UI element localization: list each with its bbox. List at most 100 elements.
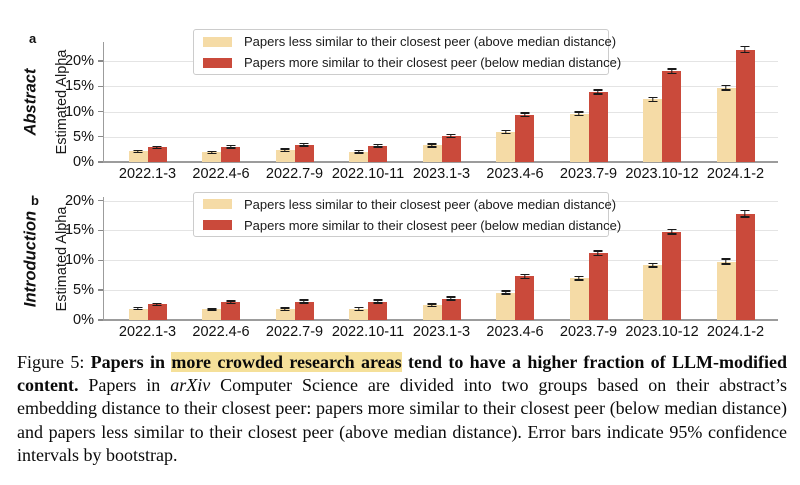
- bar-more-similar: [368, 301, 387, 320]
- bar-less-similar: [349, 151, 368, 162]
- y-tick-mark: [98, 136, 103, 138]
- chart-panel-abstract: a Abstract Estimated Alpha 0% 5% 10% 15% 20% 202…: [0, 8, 800, 185]
- panel-letter: b: [31, 193, 39, 208]
- caption-text-run: Papers in: [90, 352, 172, 372]
- x-tick-label: 2022.1-3: [118, 166, 177, 182]
- error-bar: [431, 303, 433, 307]
- bar-less-similar: [202, 309, 221, 320]
- error-bar-cap: [354, 149, 363, 152]
- bar-more-similar: [588, 253, 608, 320]
- x-tick-label: 2023.4-6: [486, 324, 544, 340]
- bar-less-similar: [569, 278, 589, 320]
- legend-label: Papers more similar to their closest pee…: [244, 217, 622, 233]
- y-tick-label: 15%: [64, 78, 94, 95]
- x-tick-label: 2024.1-2: [706, 166, 765, 182]
- bar-more-similar: [662, 231, 681, 320]
- caption-text-run: Figure 5:: [17, 352, 91, 372]
- error-bar: [156, 146, 158, 149]
- error-bar-cap: [133, 308, 143, 311]
- x-tick-label: 2024.1-2: [706, 324, 765, 340]
- error-bar: [137, 307, 139, 310]
- error-bar-cap: [593, 254, 603, 256]
- error-bar-cap: [740, 216, 750, 218]
- error-bar-cap: [152, 147, 162, 150]
- legend-entry: Papers less similar to their closest pee…: [203, 197, 616, 212]
- x-tick-label: 2022.4-6: [192, 324, 250, 340]
- error-bar: [137, 150, 139, 153]
- error-bar-cap: [299, 145, 309, 147]
- error-bar: [229, 300, 232, 304]
- error-bar: [670, 68, 673, 74]
- bar-less-similar: [202, 152, 221, 162]
- error-bar-cap: [133, 151, 143, 154]
- y-tick-mark: [98, 161, 103, 163]
- error-bar: [725, 259, 727, 264]
- error-bar-cap: [207, 309, 216, 311]
- error-bar-cap: [667, 228, 676, 230]
- y-tick-mark: [98, 319, 103, 321]
- error-bar-cap: [648, 96, 657, 99]
- error-bar-cap: [373, 143, 382, 146]
- bar-more-similar: [221, 302, 240, 320]
- bar-more-similar: [515, 276, 534, 320]
- error-bar-cap: [427, 303, 437, 305]
- error-bar-cap: [740, 51, 750, 54]
- error-bar-cap: [207, 307, 216, 310]
- caption-text-run: Papers in: [78, 375, 171, 396]
- error-bar-cap: [280, 309, 290, 312]
- x-tick-label: 2023.1-3: [412, 324, 471, 340]
- legend-swatch-more-similar: [203, 57, 232, 68]
- error-bar-cap: [648, 100, 657, 103]
- bar-more-similar: [221, 146, 240, 162]
- x-tick-label: 2022.10-11: [331, 324, 405, 340]
- legend-entry: Papers more similar to their closest pee…: [203, 55, 621, 70]
- error-bar-cap: [427, 305, 437, 307]
- error-bar-cap: [226, 300, 235, 302]
- y-tick-label: 15%: [64, 222, 94, 239]
- legend-swatch-less-similar: [203, 36, 232, 47]
- error-bar-cap: [152, 145, 162, 148]
- error-bar-cap: [667, 233, 676, 235]
- error-bar-cap: [207, 152, 216, 155]
- x-tick-label: 2023.10-12: [625, 324, 699, 340]
- bar-less-similar: [496, 292, 515, 320]
- error-bar-cap: [299, 299, 309, 301]
- bar-less-similar: [422, 305, 442, 320]
- y-tick-label: 10%: [64, 103, 94, 120]
- legend-label: Papers more similar to their closest pee…: [244, 55, 622, 70]
- caption-text-run: arXiv: [170, 375, 211, 396]
- error-bar-cap: [299, 142, 309, 145]
- error-bar-cap: [520, 277, 529, 279]
- caption-highlighted-text: more crowded research areas: [171, 352, 402, 372]
- error-bar-cap: [152, 304, 162, 307]
- legend-swatch-less-similar: [203, 199, 232, 209]
- x-tick-label: 2023.4-6: [486, 166, 544, 182]
- y-tick-mark: [98, 60, 103, 62]
- error-bar: [303, 299, 305, 303]
- bar-less-similar: [275, 150, 295, 162]
- chart-panel-introduction: b Introduction Estimated Alpha 0% 5% 10% 15% 20…: [0, 185, 800, 348]
- error-bar-cap: [593, 93, 603, 95]
- error-bar-cap: [721, 84, 731, 87]
- error-bar-cap: [740, 209, 750, 212]
- error-bar: [597, 251, 599, 256]
- error-bar-cap: [280, 150, 290, 153]
- error-bar-cap: [446, 296, 456, 298]
- error-bar-cap: [667, 72, 676, 75]
- error-bar-cap: [648, 262, 657, 264]
- bar-less-similar: [643, 99, 662, 162]
- error-bar-cap: [501, 290, 510, 292]
- panel-section-title: Introduction: [21, 210, 40, 307]
- error-bar-cap: [520, 115, 529, 118]
- y-axis-spine: [103, 42, 105, 162]
- x-tick-label: 2023.7-9: [559, 324, 618, 340]
- legend-swatch-more-similar: [203, 220, 232, 230]
- x-tick-label: 2022.4-6: [192, 166, 250, 182]
- y-tick-mark: [98, 259, 103, 261]
- error-bar-cap: [373, 299, 382, 301]
- error-bar: [651, 97, 654, 102]
- x-tick-label: 2023.10-12: [625, 166, 699, 182]
- error-bar-cap: [446, 133, 456, 135]
- y-tick-label: 10%: [64, 252, 94, 269]
